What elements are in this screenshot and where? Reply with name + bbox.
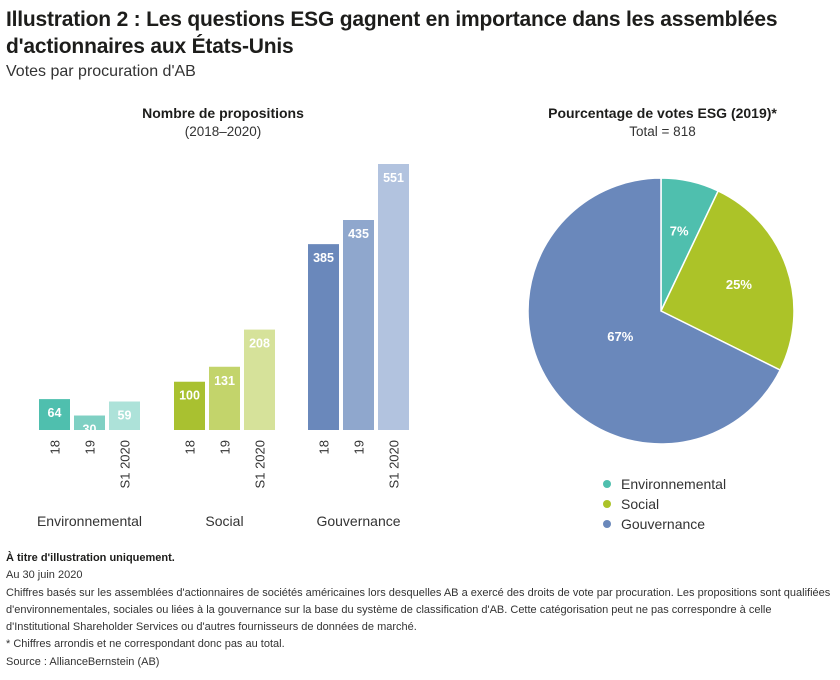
bar-chart: 64 18 30 19 59 S1 2020 Environnemental 100 18 131… (37, 164, 409, 529)
legend-item-social: Social (603, 494, 726, 514)
x-tick-label: S1 2020 (253, 440, 268, 488)
pie-slice-gouvernance (527, 177, 782, 445)
bar-governance-0 (308, 244, 339, 430)
bar-value-label: 208 (249, 337, 270, 351)
legend-dot-social (603, 500, 611, 508)
legend-label: Social (621, 496, 660, 512)
legend-label: Gouvernance (621, 516, 706, 532)
bar-environmental-1 (74, 415, 105, 430)
bar-value-label: 64 (48, 406, 62, 420)
x-tick-label: 18 (317, 440, 332, 454)
pie-slice-label: 7% (670, 224, 689, 239)
pie-chart-header: Pourcentage de votes ESG (2019)* Total =… (535, 105, 790, 139)
bar-chart-header: Nombre de propositions (2018–2020) (118, 105, 328, 139)
pie-slice-social (660, 189, 795, 372)
pie-slice-label: 25% (726, 277, 752, 292)
x-tick-label: 18 (183, 440, 198, 454)
bar-value-label: 551 (383, 171, 404, 185)
group-label: Gouvernance (316, 513, 400, 529)
footnote-date: Au 30 juin 2020 (6, 569, 83, 582)
x-tick-label: 19 (352, 440, 367, 454)
bar-social-0 (174, 381, 205, 430)
pie-slice-label: 67% (607, 329, 633, 344)
legend-item-governance: Gouvernance (603, 514, 726, 534)
chart-subtitle: Votes par procuration d'AB (6, 63, 196, 80)
bar-social-2 (244, 329, 275, 430)
bar-value-label: 131 (214, 374, 235, 388)
footnote-title: À titre d'illustration uniquement. (6, 552, 175, 564)
bar-environmental-0 (39, 399, 70, 430)
legend-dot-governance (603, 520, 611, 528)
x-tick-label: S1 2020 (118, 440, 133, 488)
x-tick-label: 19 (83, 440, 98, 454)
x-tick-label: 19 (218, 440, 233, 454)
legend-item-environmental: Environnemental (603, 474, 726, 494)
legend-dot-environmental (603, 480, 611, 488)
group-label: Social (205, 513, 243, 529)
bar-value-label: 100 (179, 389, 200, 403)
legend-label: Environnemental (621, 476, 727, 492)
pie-chart-title: Pourcentage de votes ESG (2019)* (548, 105, 777, 121)
footnote-description: Chiffres basés sur les assemblées d'acti… (6, 586, 831, 634)
bar-environmental-2 (109, 401, 140, 430)
pie-chart: 7% 25% 67% (527, 177, 795, 445)
pie-chart-subtitle: Total = 818 (629, 124, 696, 139)
x-tick-label: S1 2020 (387, 440, 402, 488)
footnote-source: Source : AllianceBernstein (AB) (6, 655, 160, 668)
bar-governance-1 (343, 220, 374, 430)
bar-social-1 (209, 366, 240, 430)
bar-governance-2 (378, 164, 409, 430)
pie-legend: Environnemental Social Gouvernance (603, 474, 726, 534)
bar-value-label: 435 (348, 227, 369, 241)
footnotes: À titre d'illustration uniquement. Au 30… (6, 550, 834, 671)
bar-chart-title: Nombre de propositions (142, 105, 304, 121)
footnote-asterisk: * Chiffres arrondis et ne correspondant … (6, 638, 285, 651)
bar-value-label: 59 (118, 409, 132, 423)
chart-title: Illustration 2 : Les questions ESG gagne… (6, 8, 778, 58)
x-tick-label: 18 (48, 440, 63, 454)
bar-value-label: 30 (83, 423, 97, 437)
bar-chart-subtitle: (2018–2020) (184, 124, 262, 139)
bar-value-label: 385 (313, 251, 334, 265)
group-label: Environnemental (37, 513, 142, 529)
